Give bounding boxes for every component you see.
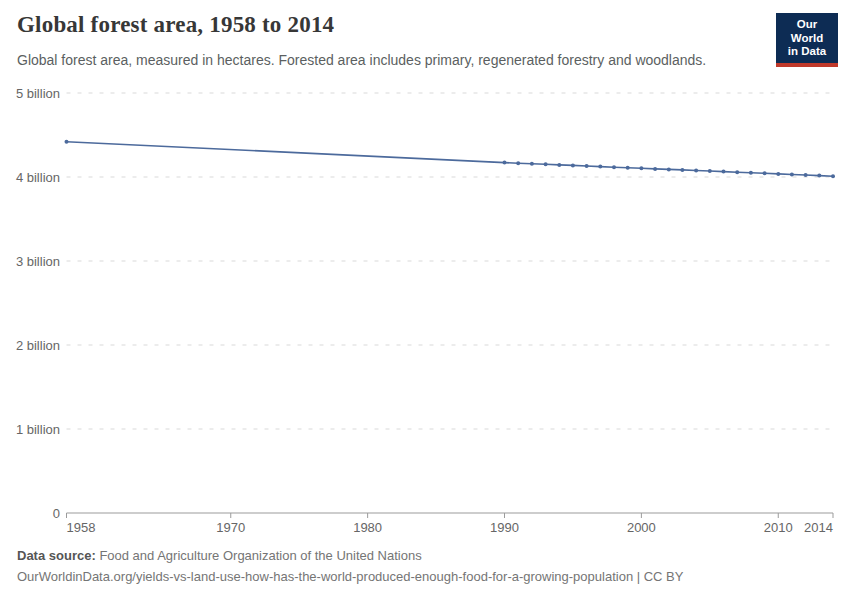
- x-tick-label: 1980: [353, 520, 382, 535]
- chart-footer: Data source: Food and Agriculture Organi…: [17, 545, 833, 587]
- owid-chart-page: Global forest area, 1958 to 2014 Our Wor…: [0, 0, 850, 600]
- data-point: [817, 174, 821, 178]
- data-point: [544, 162, 548, 166]
- data-point: [804, 173, 808, 177]
- data-line: [67, 142, 834, 177]
- y-tick-label: 1 billion: [16, 422, 60, 437]
- data-point: [557, 163, 561, 167]
- data-point: [530, 162, 534, 166]
- data-point: [516, 161, 520, 165]
- data-point: [626, 166, 630, 170]
- owid-logo-line2: in Data: [780, 45, 834, 59]
- data-point: [639, 166, 643, 170]
- data-point: [776, 172, 780, 176]
- y-tick-label: 2 billion: [16, 338, 60, 353]
- data-point: [571, 163, 575, 167]
- y-tick-label: 3 billion: [16, 254, 60, 269]
- data-point: [585, 164, 589, 168]
- data-point: [598, 165, 602, 169]
- chart-subtitle: Global forest area, measured in hectares…: [17, 52, 706, 68]
- data-point: [708, 169, 712, 173]
- data-point: [722, 170, 726, 174]
- owid-logo[interactable]: Our World in Data: [776, 13, 838, 67]
- data-point: [735, 170, 739, 174]
- data-point: [694, 169, 698, 173]
- data-point: [831, 174, 835, 178]
- data-source-label: Data source:: [17, 548, 96, 563]
- data-point: [680, 168, 684, 172]
- x-tick-label: 1990: [490, 520, 519, 535]
- x-tick-label: 2014: [804, 520, 833, 535]
- data-source-value: Food and Agriculture Organization of the…: [99, 548, 421, 563]
- y-tick-label: 0: [53, 506, 60, 521]
- y-tick-label: 5 billion: [16, 86, 60, 101]
- x-tick-label: 1970: [216, 520, 245, 535]
- data-point: [612, 165, 616, 169]
- x-tick-label: 2000: [627, 520, 656, 535]
- line-chart: 5 billion 4 billion 3 billion 2 billion 1 bi…: [0, 80, 850, 540]
- data-point: [667, 167, 671, 171]
- owid-logo-line1: Our World: [780, 18, 834, 45]
- page-title: Global forest area, 1958 to 2014: [17, 12, 334, 38]
- data-point: [749, 171, 753, 175]
- data-point: [653, 167, 657, 171]
- data-point: [65, 140, 69, 144]
- x-tick-label: 1958: [67, 520, 96, 535]
- x-tick-label: 2010: [764, 520, 793, 535]
- data-point: [763, 171, 767, 175]
- data-source-line: Data source: Food and Agriculture Organi…: [17, 545, 833, 566]
- license-line: OurWorldinData.org/yields-vs-land-use-ho…: [17, 566, 833, 587]
- data-point: [790, 173, 794, 177]
- y-tick-label: 4 billion: [16, 170, 60, 185]
- data-point: [503, 161, 507, 165]
